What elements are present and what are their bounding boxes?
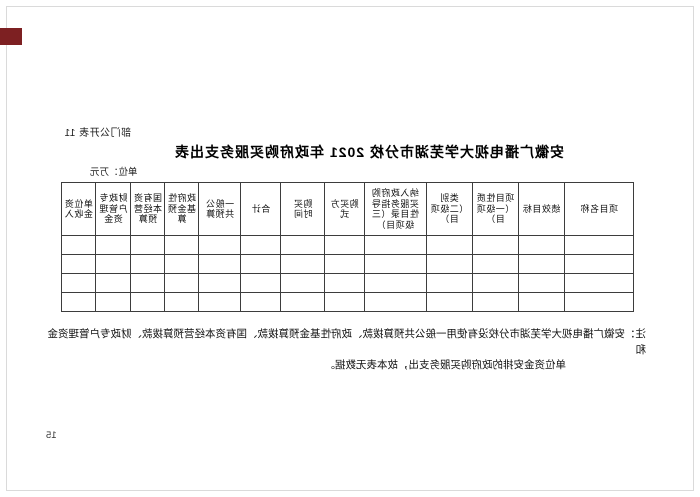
empty-cell [240, 292, 281, 312]
footnote-line-1: 注：安徽广播电视大学芜湖市分校没有使用一般公共预算拨款、政府性基金预算拨款、国有… [47, 328, 647, 356]
empty-cell [364, 273, 427, 293]
column-header-7: 合计 [240, 182, 281, 236]
empty-cell [130, 292, 165, 312]
column-header-0: 项目名称 [564, 182, 634, 236]
empty-cell [95, 254, 131, 274]
empty-cell [280, 235, 325, 255]
empty-cell [164, 273, 199, 293]
empty-cell [364, 292, 427, 312]
page-title: 安徽广播电视大学芜湖市分校 2021 年政府购买服务支出表 [174, 144, 564, 160]
empty-cell [61, 254, 96, 274]
empty-cell [325, 273, 365, 293]
unit-label: 单位：万元 [90, 167, 138, 178]
empty-cell [564, 292, 634, 312]
column-header-3: 类别 （二级项 目） [426, 182, 473, 236]
table-row-1 [61, 254, 634, 274]
empty-cell [364, 235, 427, 255]
page-number: 15 [46, 430, 57, 441]
column-header-4: 纳入政府购 买服务指导 性目录（三 级项目） [364, 182, 427, 236]
empty-cell [130, 235, 165, 255]
empty-cell [564, 235, 634, 255]
empty-cell [280, 254, 325, 274]
empty-cell [472, 273, 519, 293]
empty-cell [426, 273, 473, 293]
column-header-12: 单位资 金收入 [61, 182, 96, 236]
empty-cell [364, 254, 427, 274]
empty-cell [61, 235, 96, 255]
empty-cell [95, 273, 131, 293]
empty-cell [164, 292, 199, 312]
footnote-line-2: 单位资金安排的政府购买服务支出，故本表无数据。 [324, 359, 567, 371]
column-header-5: 购买方式 [325, 182, 365, 236]
empty-cell [518, 273, 565, 293]
empty-cell [95, 235, 131, 255]
table-body [61, 235, 634, 312]
empty-cell [130, 273, 165, 293]
doc-number-label: 部门公开表 11 [64, 128, 132, 139]
empty-cell [325, 235, 365, 255]
empty-cell [426, 235, 473, 255]
empty-cell [518, 235, 565, 255]
empty-cell [472, 235, 519, 255]
column-header-1: 绩效目标 [518, 182, 565, 236]
empty-cell [472, 292, 519, 312]
empty-cell [198, 254, 241, 274]
column-header-8: 一般公 共预算 [198, 182, 241, 236]
empty-cell [426, 254, 473, 274]
column-header-2: 项目性质 （一级项 目） [472, 182, 519, 236]
empty-cell [472, 254, 519, 274]
empty-cell [198, 273, 241, 293]
table-header-row: 项目名称 绩效目标 项目性质 （一级项 目） 类别 （二级项 目） 纳入政府购 买服务指… [61, 182, 634, 236]
empty-cell [240, 235, 281, 255]
empty-cell [95, 292, 131, 312]
table-row-0 [61, 235, 634, 255]
empty-cell [240, 273, 281, 293]
column-header-10: 国有资 本经营 预算 [130, 182, 165, 236]
empty-cell [164, 254, 199, 274]
empty-cell [240, 254, 281, 274]
empty-cell [325, 292, 365, 312]
empty-cell [164, 235, 199, 255]
table-row-2 [61, 273, 634, 293]
empty-cell [325, 254, 365, 274]
empty-cell [280, 292, 325, 312]
column-header-6: 购买 时间 [280, 182, 325, 236]
empty-cell [61, 273, 96, 293]
red-corner-block [0, 28, 22, 45]
empty-cell [518, 292, 565, 312]
column-header-9: 政府性 基金预 算 [164, 182, 199, 236]
table-row-3 [61, 292, 634, 312]
empty-cell [198, 235, 241, 255]
empty-cell [426, 292, 473, 312]
empty-cell [518, 254, 565, 274]
column-header-11: 财政专 户管理 资金 [95, 182, 131, 236]
empty-cell [280, 273, 325, 293]
empty-cell [61, 292, 96, 312]
empty-cell [130, 254, 165, 274]
services-table: 项目名称 绩效目标 项目性质 （一级项 目） 类别 （二级项 目） 纳入政府购 买服务指… [61, 182, 634, 312]
empty-cell [198, 292, 241, 312]
footnote: 注：安徽广播电视大学芜湖市分校没有使用一般公共预算拨款、政府性基金预算拨款、国有… [46, 327, 647, 374]
empty-cell [564, 273, 634, 293]
empty-cell [564, 254, 634, 274]
